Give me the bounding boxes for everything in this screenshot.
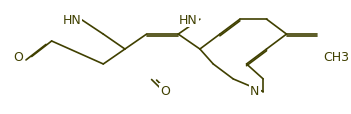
Text: HN: HN (62, 14, 81, 27)
Text: HN: HN (179, 14, 198, 27)
Text: N: N (250, 85, 259, 98)
Text: O: O (13, 51, 23, 63)
Text: CH3: CH3 (323, 51, 349, 63)
Text: O: O (160, 85, 170, 98)
